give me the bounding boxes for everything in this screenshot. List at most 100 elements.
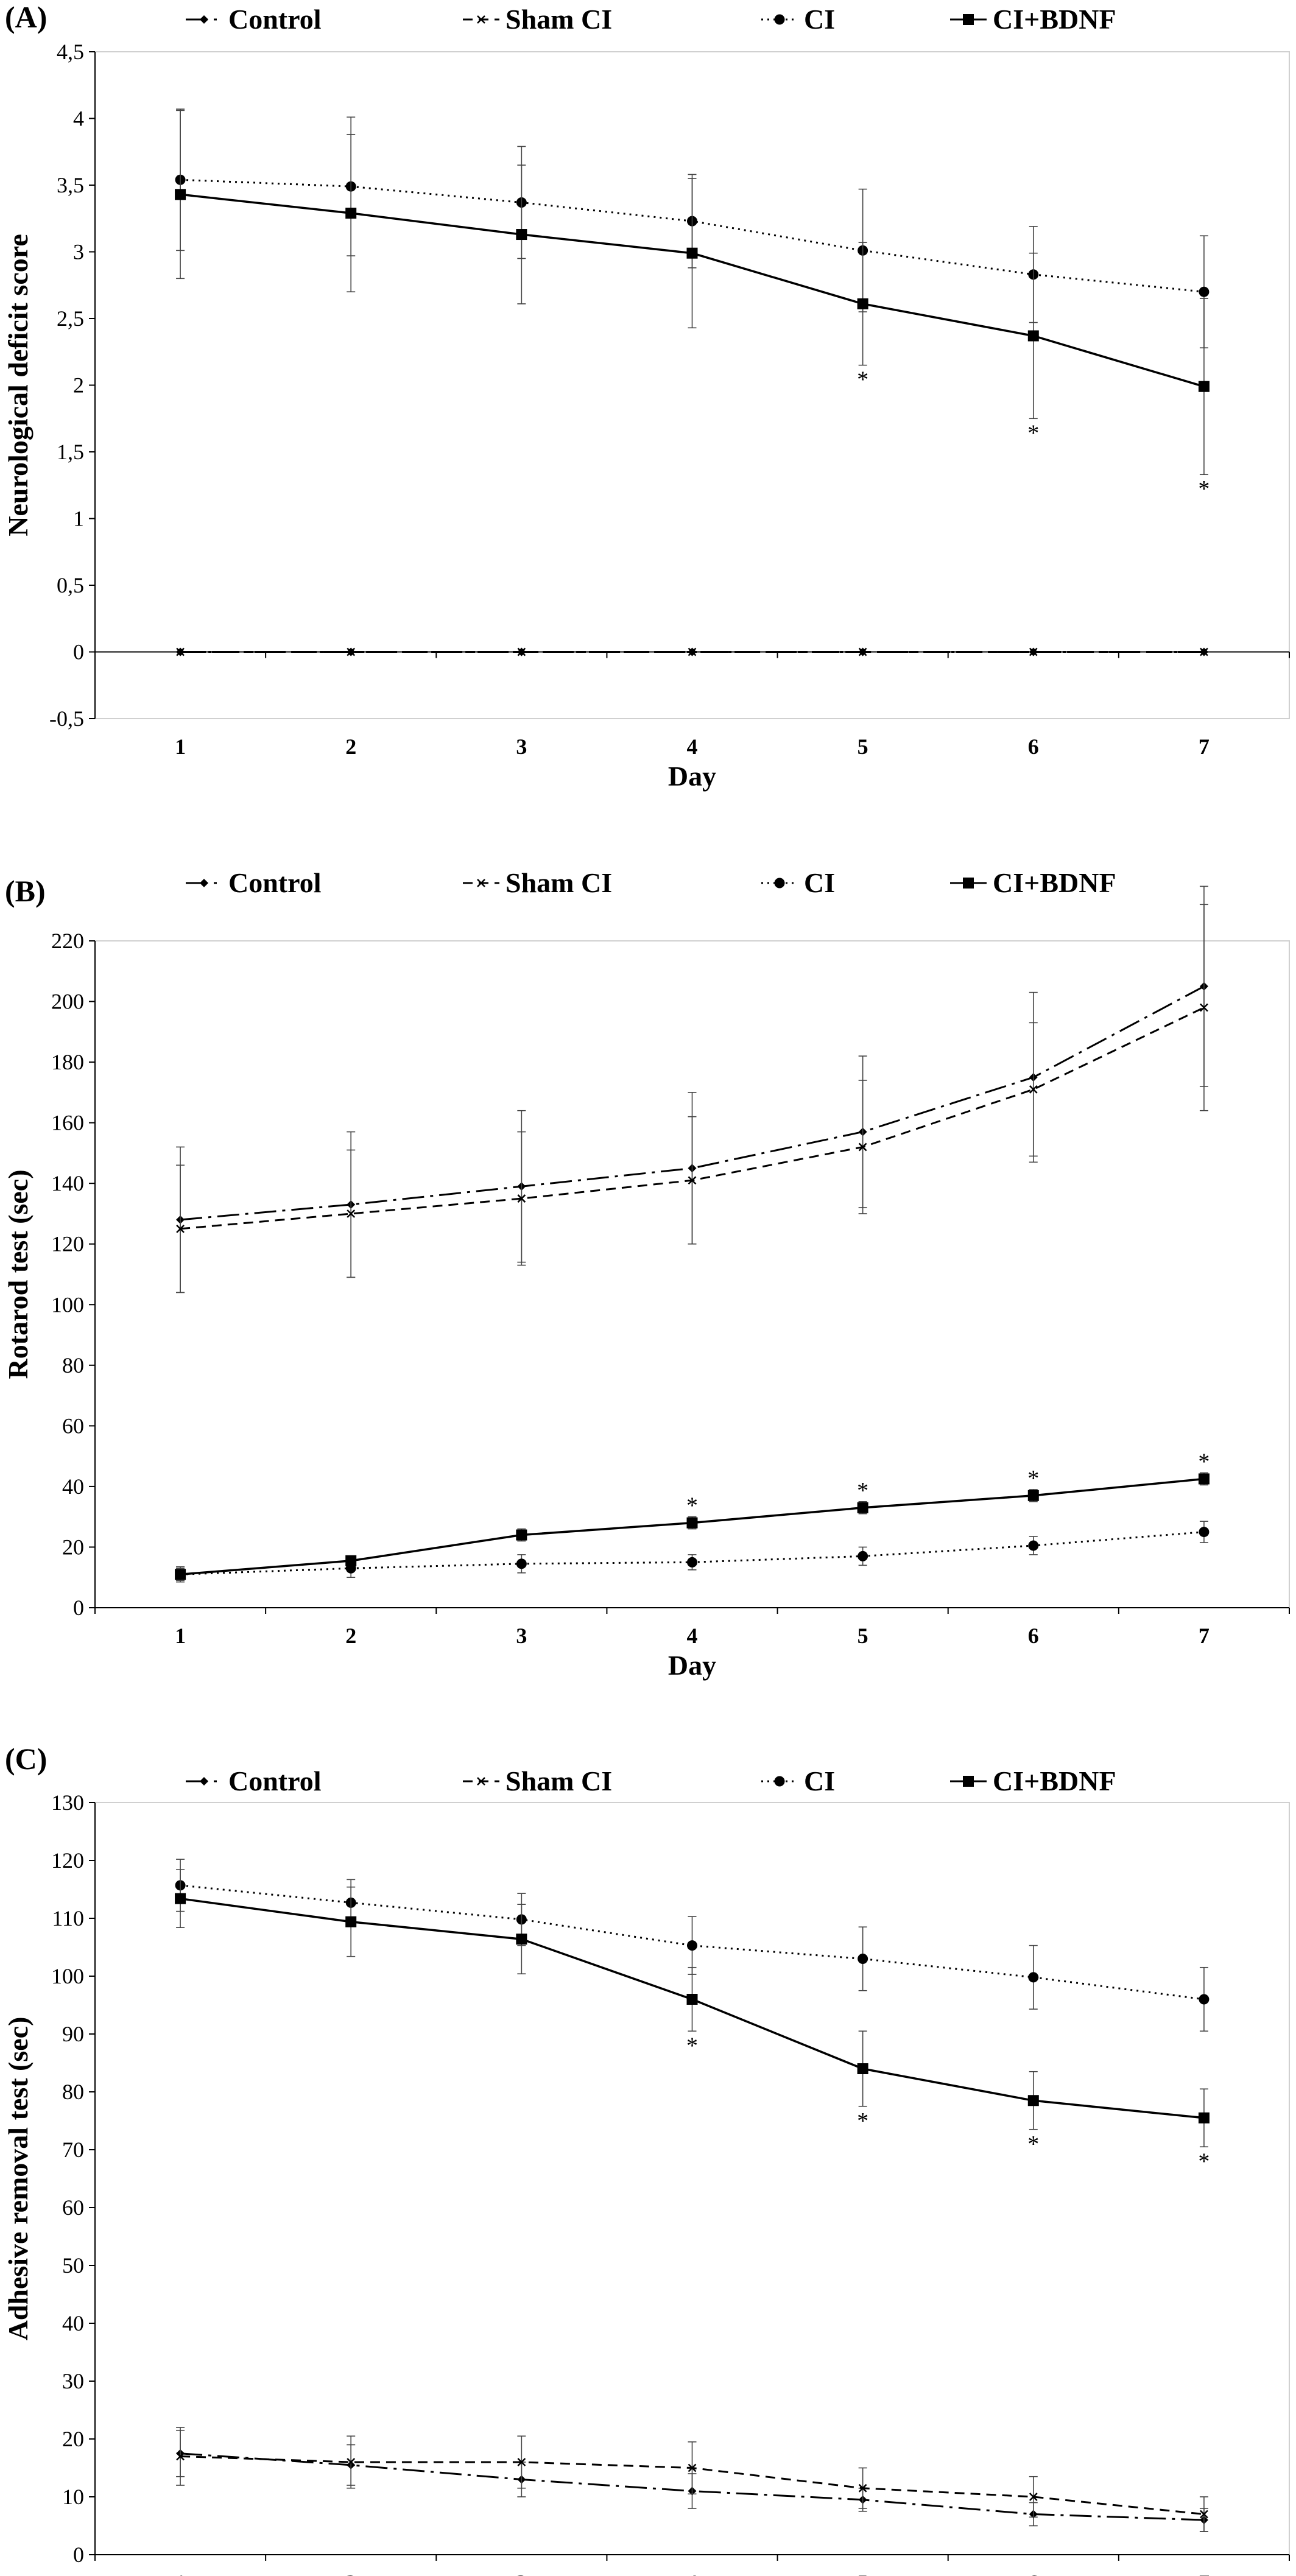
data-point	[686, 1994, 698, 2005]
legend-marker	[200, 15, 208, 24]
data-point	[516, 229, 527, 241]
legend-marker	[774, 1776, 785, 1787]
data-point	[345, 1555, 357, 1566]
legend-item-ci: CI	[761, 1765, 835, 1797]
data-point	[176, 2452, 185, 2461]
y-axis-title: Neurological deficit score	[2, 234, 33, 537]
x-tick-label: 3	[516, 1624, 527, 1648]
data-point	[858, 1550, 868, 1561]
data-point	[1200, 2510, 1208, 2519]
y-tick-label: 0	[73, 2543, 84, 2567]
significance-star: *	[857, 367, 868, 393]
x-tick-label: 3	[516, 2571, 527, 2576]
legend-label: CI+BDNF	[993, 1765, 1116, 1797]
y-tick-label: 60	[62, 1413, 84, 1438]
y-tick-label: 110	[52, 1906, 84, 1930]
significance-star: *	[857, 1478, 868, 1504]
legend: Control Sham CI CI CI+BDNF	[186, 1765, 1116, 1797]
x-tick-label: 2	[345, 2571, 356, 2576]
legend-marker	[963, 878, 974, 889]
y-tick-label: 1	[73, 507, 84, 531]
data-point	[1199, 1527, 1210, 1538]
y-tick-label: 40	[62, 1474, 84, 1499]
data-point	[1198, 1473, 1210, 1485]
y-tick-label: 4,5	[57, 40, 84, 64]
data-point	[1029, 647, 1038, 656]
panel-label: (C)	[5, 1742, 47, 1776]
significance-star: *	[1198, 1449, 1210, 1475]
y-tick-label: 1,5	[57, 440, 84, 464]
y-tick-label: 140	[51, 1171, 84, 1195]
panel-b: (B) Control Sham CI CI CI+BDNF02040608010012…	[2, 867, 1290, 1681]
y-tick-label: 2,5	[57, 306, 84, 331]
y-tick-label: 120	[51, 1848, 84, 1873]
legend-marker	[477, 879, 485, 887]
legend-marker	[200, 879, 208, 887]
series-ci	[175, 1521, 1210, 1583]
legend-label: Sham CI	[505, 1765, 612, 1797]
x-tick-label: 7	[1199, 2571, 1210, 2576]
data-point	[1200, 647, 1208, 656]
data-point	[1028, 1972, 1039, 1983]
legend-label: CI+BDNF	[993, 867, 1116, 898]
legend-item-sham-ci: Sham CI	[463, 4, 612, 35]
data-point	[688, 1176, 697, 1185]
legend: Control Sham CI CI CI+BDNF	[186, 4, 1116, 35]
y-tick-label: 130	[51, 1790, 84, 1815]
x-tick-label: 5	[858, 734, 868, 759]
x-tick-label: 4	[687, 734, 698, 759]
data-point	[1199, 286, 1210, 297]
data-point	[857, 298, 868, 309]
data-point	[858, 1142, 867, 1152]
legend-marker	[200, 1777, 208, 1786]
panel-label: (B)	[5, 874, 46, 908]
data-point	[1200, 1003, 1208, 1012]
legend-item-control: Control	[186, 1765, 322, 1797]
y-tick-label: 2	[73, 373, 84, 398]
data-point	[176, 647, 185, 656]
data-point	[858, 647, 867, 656]
data-point	[1029, 2493, 1038, 2501]
y-tick-label: 80	[62, 2080, 84, 2104]
legend-marker	[963, 14, 974, 25]
data-point	[687, 1557, 697, 1568]
data-point	[1027, 1490, 1039, 1501]
significance-star: *	[1027, 1466, 1039, 1491]
x-tick-label: 6	[1028, 2571, 1039, 2576]
significance-star: *	[1198, 476, 1210, 502]
data-point	[517, 647, 526, 656]
y-tick-label: 120	[51, 1232, 84, 1256]
y-tick-label: 100	[51, 1964, 84, 1988]
y-tick-label: 180	[51, 1050, 84, 1074]
data-point	[516, 1558, 527, 1569]
x-tick-label: 5	[858, 1624, 868, 1648]
data-point	[686, 1517, 698, 1529]
data-point	[516, 1934, 527, 1945]
data-point	[858, 2483, 867, 2493]
y-tick-label: 20	[62, 2427, 84, 2451]
legend-label: Sham CI	[505, 4, 612, 35]
legend-item-ci-bdnf: CI+BDNF	[950, 4, 1116, 35]
legend-label: CI	[804, 1765, 835, 1797]
series-sham-ci	[176, 2427, 1208, 2532]
legend-marker	[774, 878, 785, 889]
y-tick-label: 0	[73, 640, 84, 664]
y-tick-label: 80	[62, 1353, 84, 1378]
y-tick-label: 100	[51, 1292, 84, 1317]
significance-star: *	[686, 1493, 698, 1519]
legend-item-ci-bdnf: CI+BDNF	[950, 867, 1116, 898]
x-tick-label: 6	[1028, 734, 1039, 759]
y-tick-label: 70	[62, 2138, 84, 2162]
data-point	[1199, 1994, 1210, 2005]
data-point	[1029, 1085, 1038, 1094]
legend-label: Control	[228, 1765, 322, 1797]
y-tick-label: 10	[62, 2485, 84, 2509]
y-tick-label: 4	[73, 107, 84, 131]
legend-marker	[774, 14, 785, 25]
x-tick-label: 7	[1199, 734, 1210, 759]
x-tick-label: 1	[175, 1624, 186, 1648]
legend-marker	[477, 15, 485, 24]
panel-label: (A)	[5, 0, 47, 34]
data-point	[175, 1893, 186, 1904]
